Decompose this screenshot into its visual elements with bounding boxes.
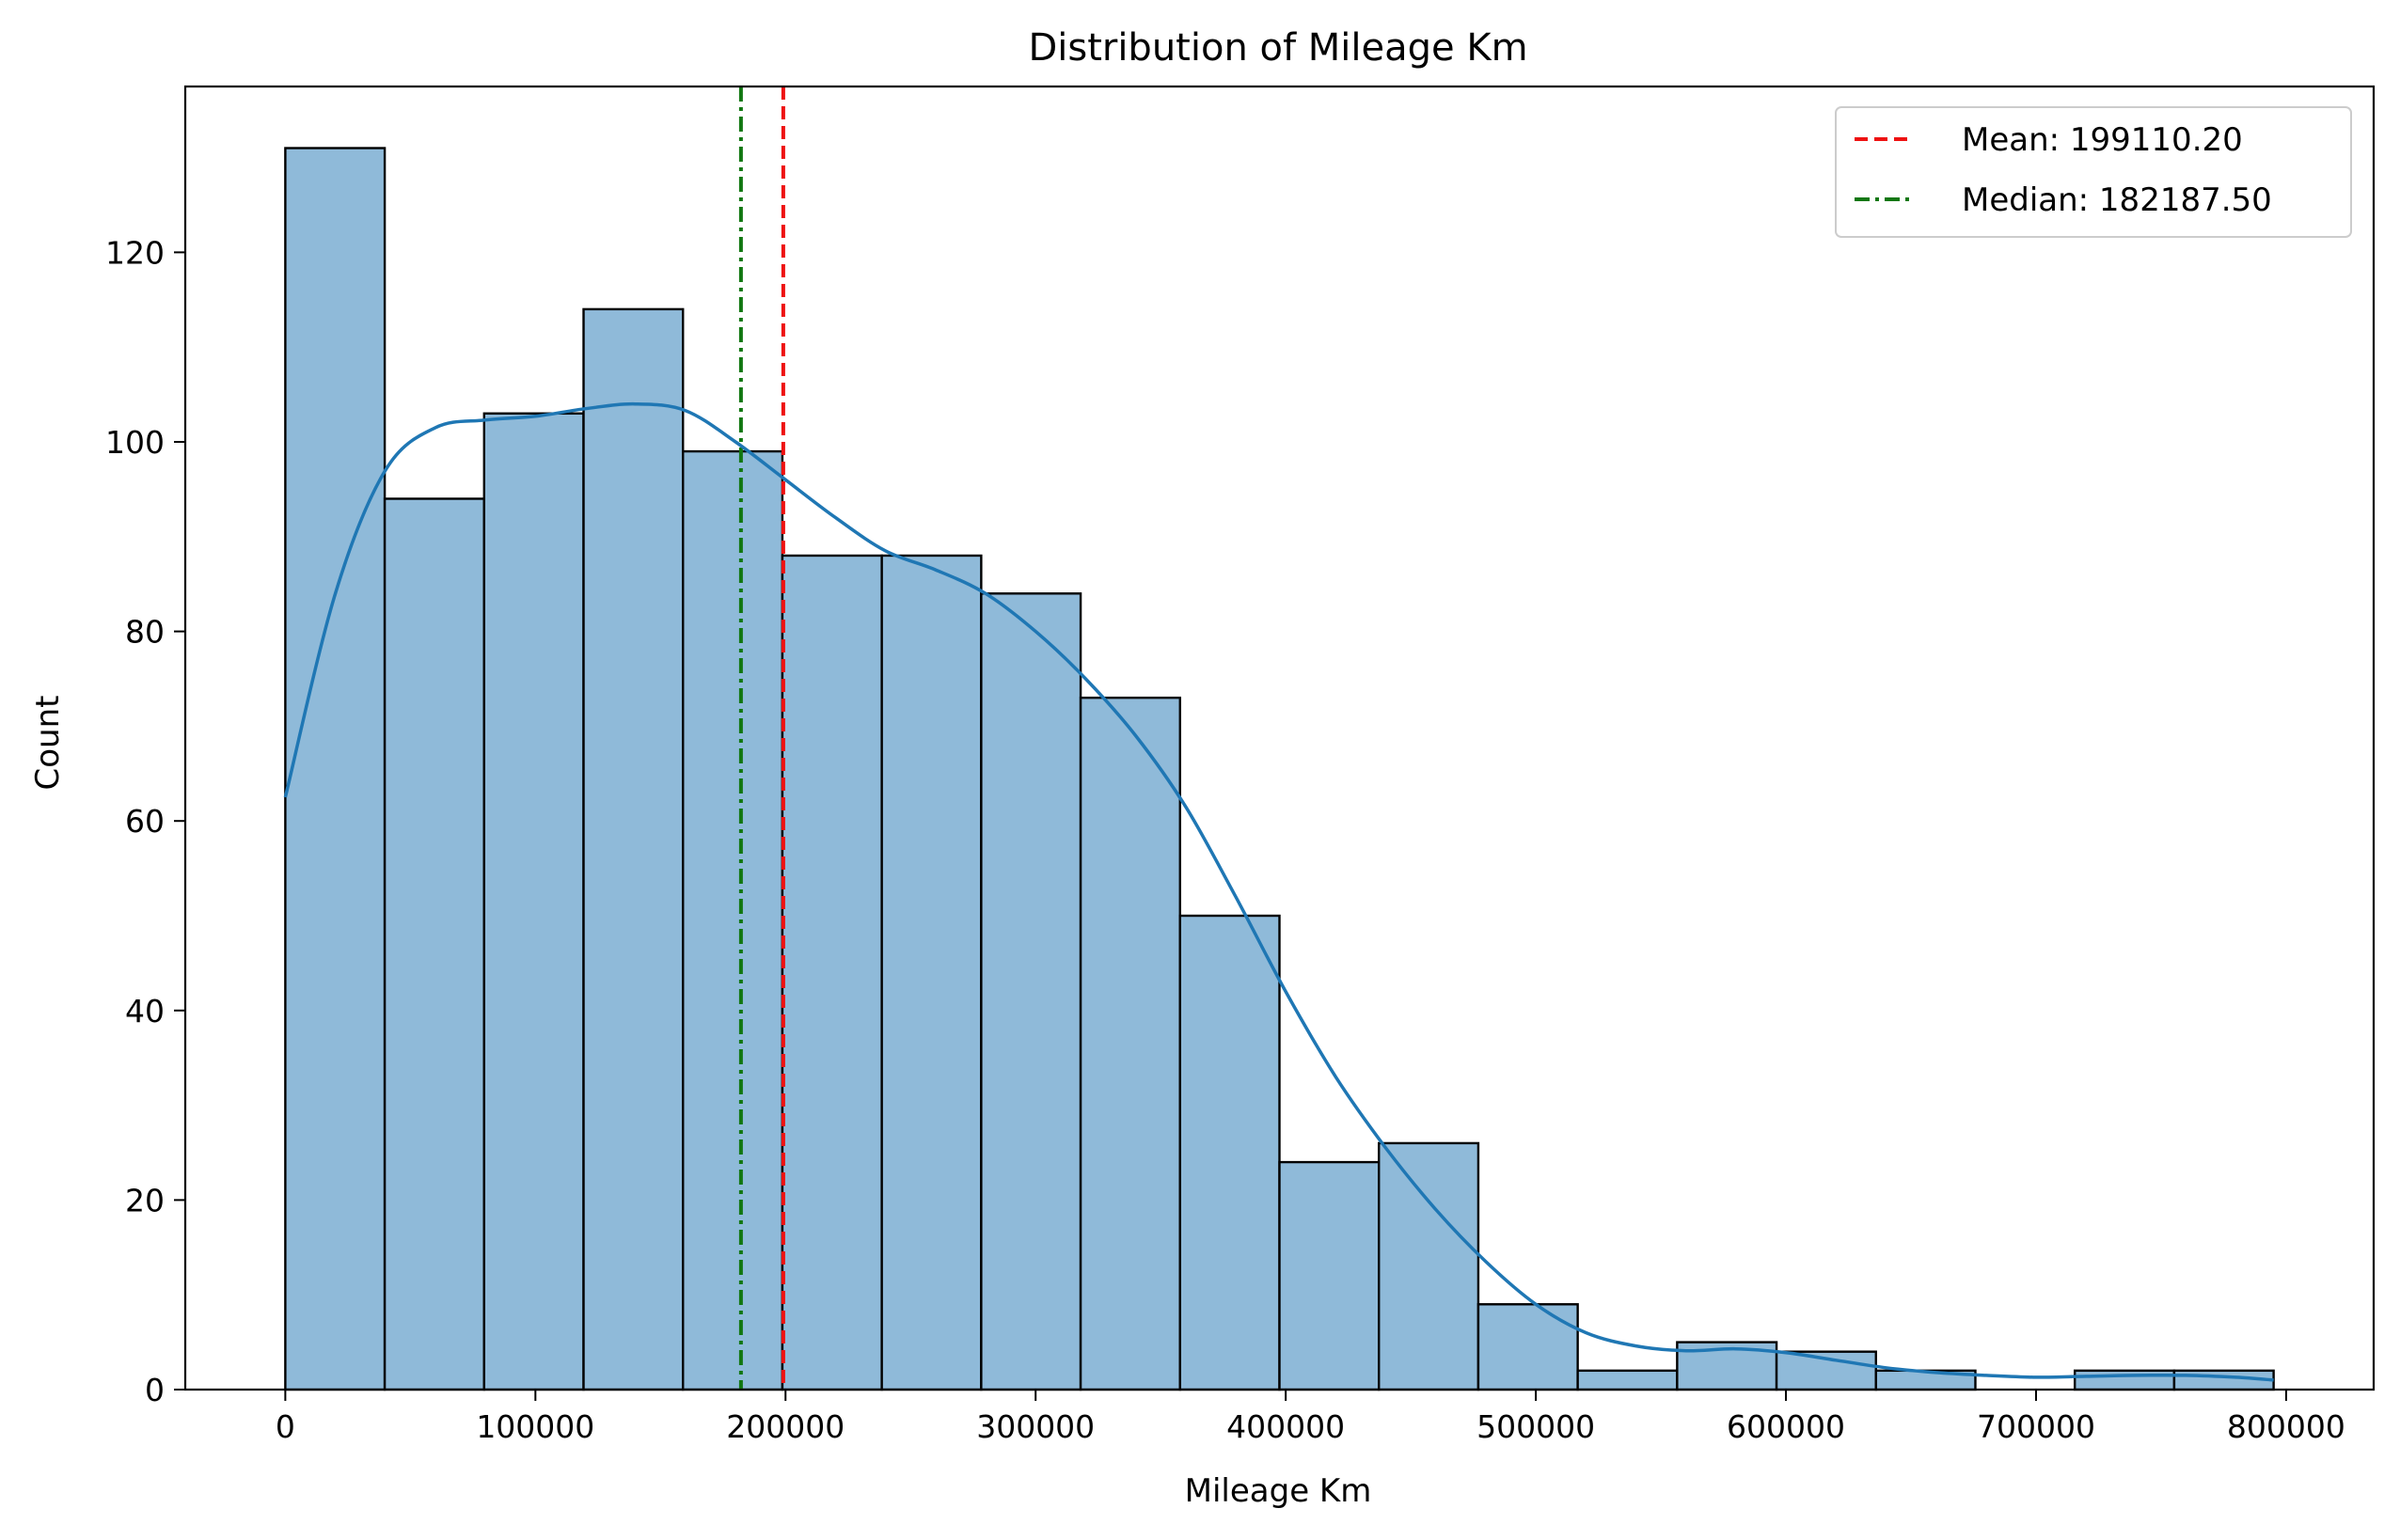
y-tick-label: 100 [105, 424, 165, 461]
histogram-bar [880, 554, 983, 1391]
histogram-bar [1079, 696, 1181, 1391]
x-tick-label: 600000 [1727, 1408, 1845, 1445]
histogram-bar [1576, 1369, 1679, 1391]
histogram-bar [682, 449, 784, 1391]
histogram-bar [980, 592, 1082, 1391]
legend: Mean: 199110.20 Median: 182187.50 [1835, 106, 2352, 238]
x-axis-ticks: 0 100000 200000 300000 400000 500000 600000 700… [276, 1390, 2345, 1445]
x-tick-label: 800000 [2227, 1408, 2345, 1445]
x-tick-label: 700000 [1977, 1408, 2095, 1445]
legend-median-label: Median: 182187.50 [1962, 181, 2272, 219]
x-axis-label: Mileage Km [1185, 1472, 1372, 1510]
y-tick-label: 40 [125, 993, 165, 1029]
x-tick-label: 500000 [1476, 1408, 1595, 1445]
y-tick-label: 20 [125, 1182, 165, 1218]
histogram-bar [1278, 1160, 1381, 1391]
histogram-bar [582, 307, 685, 1391]
histogram-bar [284, 147, 387, 1391]
histogram-bar [2073, 1369, 2176, 1391]
histogram-bar [482, 412, 585, 1391]
histogram-bar [781, 554, 883, 1391]
y-tick-label: 60 [125, 803, 165, 840]
x-tick-label: 0 [276, 1408, 295, 1445]
y-tick-label: 0 [145, 1372, 165, 1408]
legend-mean-label: Mean: 199110.20 [1962, 121, 2243, 159]
plot-area-frame [183, 85, 2376, 1391]
x-tick-label: 200000 [726, 1408, 845, 1445]
histogram-bar [1476, 1303, 1579, 1391]
y-axis-ticks: 0 20 40 60 80 100 120 [105, 234, 185, 1408]
histogram-bar [1378, 1141, 1480, 1391]
histogram-bar [1178, 914, 1281, 1391]
histogram-bar [383, 497, 486, 1391]
y-axis-label: Count [29, 696, 67, 791]
reference-lines [738, 86, 785, 1390]
x-tick-label: 100000 [476, 1408, 594, 1445]
legend-box [1835, 106, 2352, 238]
y-tick-label: 120 [105, 234, 165, 271]
y-tick-label: 80 [125, 614, 165, 651]
x-tick-label: 400000 [1226, 1408, 1345, 1445]
x-tick-label: 300000 [976, 1408, 1095, 1445]
histogram-bars [284, 147, 2275, 1391]
chart-title: Distribution of Mileage Km [1028, 26, 1527, 70]
kde-curve [283, 401, 2274, 1382]
